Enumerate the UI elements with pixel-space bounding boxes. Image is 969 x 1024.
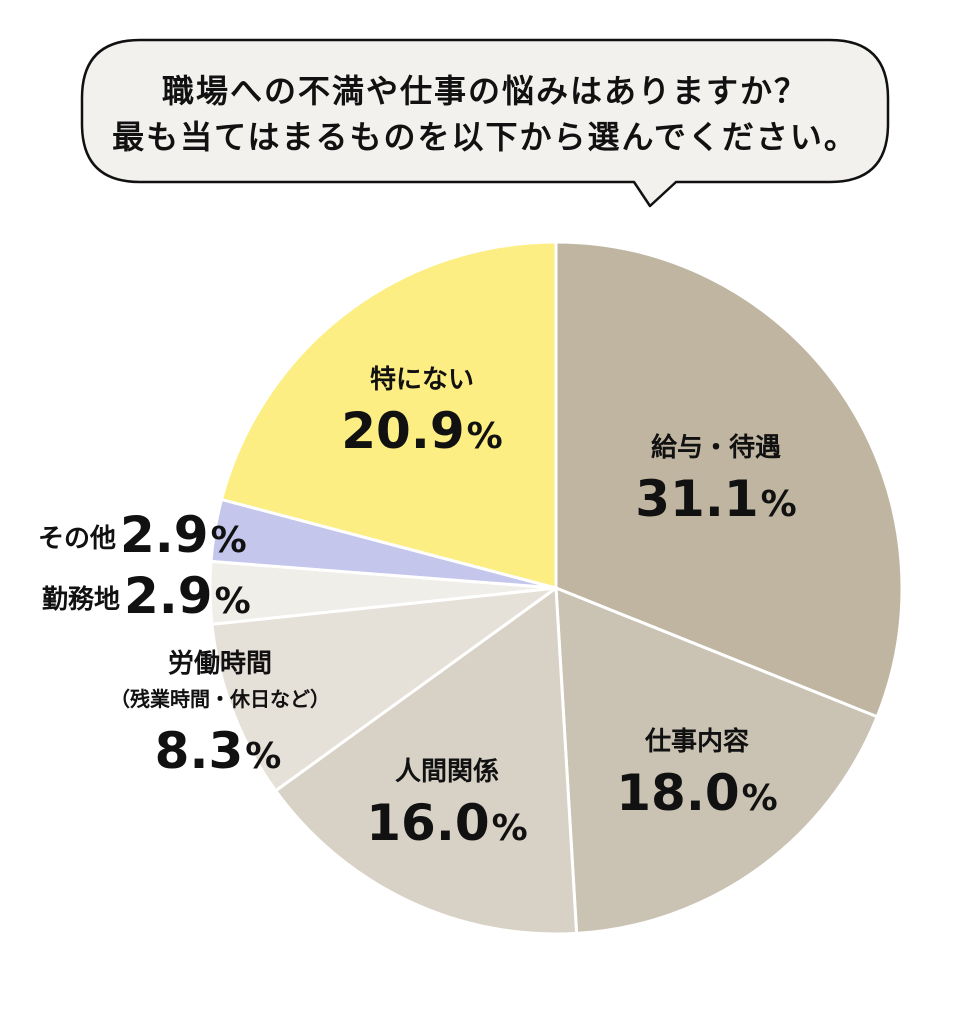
slice-label-work-content: 仕事内容 bbox=[644, 726, 749, 757]
pie-slice-relationships bbox=[274, 586, 579, 936]
slice-value-salary: 31.1 bbox=[635, 470, 758, 528]
slice-unit-salary: % bbox=[761, 484, 797, 525]
slice-unit-location: % bbox=[215, 581, 251, 622]
slice-unit-working-hours: % bbox=[245, 736, 281, 777]
slice-value-other: 2.9 bbox=[120, 506, 209, 564]
question-line-2: 最も当てはまるものを以下から選んでください。 bbox=[112, 118, 858, 156]
slice-label-other: その他 bbox=[38, 524, 116, 554]
pie-slice-working-hours bbox=[210, 586, 558, 793]
slice-label-nothing: 特にない bbox=[370, 364, 474, 395]
slice-value-location-group: 2.9% bbox=[124, 567, 251, 625]
slice-value-nothing-group: 20.9% bbox=[341, 402, 502, 460]
slice-value-working-hours-group: 8.3% bbox=[155, 722, 282, 780]
slice-value-relationships-group: 16.0% bbox=[366, 794, 527, 852]
slice-label-location: 勤務地 bbox=[42, 585, 120, 615]
pie-slice-salary bbox=[554, 240, 904, 719]
slice-value-work-content: 18.0 bbox=[616, 764, 739, 822]
pie-slices bbox=[208, 240, 904, 936]
slice-value-other-group: 2.9% bbox=[120, 506, 247, 564]
slice-value-work-content-group: 18.0% bbox=[616, 764, 777, 822]
slice-sublabel-working-hours: （残業時間・休日など） bbox=[110, 687, 330, 711]
slice-value-nothing: 20.9 bbox=[341, 402, 464, 460]
slice-unit-other: % bbox=[211, 520, 247, 561]
slice-label-working-hours: 労働時間 bbox=[168, 649, 272, 679]
slice-label-relationships: 人間関係 bbox=[395, 757, 499, 787]
slice-value-relationships: 16.0 bbox=[366, 794, 489, 852]
question-bubble: 職場への不満や仕事の悩みはありますか？ 最も当てはまるものを以下から選んでくださ… bbox=[80, 38, 890, 208]
slice-unit-work-content: % bbox=[742, 778, 778, 819]
slice-value-salary-group: 31.1% bbox=[635, 470, 796, 528]
question-line-1: 職場への不満や仕事の悩みはありますか？ bbox=[162, 72, 808, 110]
pie-slice-nothing bbox=[220, 240, 558, 590]
slice-value-working-hours: 8.3 bbox=[155, 722, 244, 780]
slice-unit-nothing: % bbox=[467, 416, 503, 457]
pie-labels: 給与・待遇 31.1% 仕事内容 18.0% 人間関係 16.0% 労働時間 （… bbox=[38, 364, 797, 852]
slice-unit-relationships: % bbox=[492, 808, 528, 849]
slice-value-location: 2.9 bbox=[124, 567, 213, 625]
question-bubble-shape bbox=[80, 38, 890, 208]
slice-label-salary: 給与・待遇 bbox=[651, 432, 781, 463]
pie-slice-work-content bbox=[554, 586, 879, 935]
